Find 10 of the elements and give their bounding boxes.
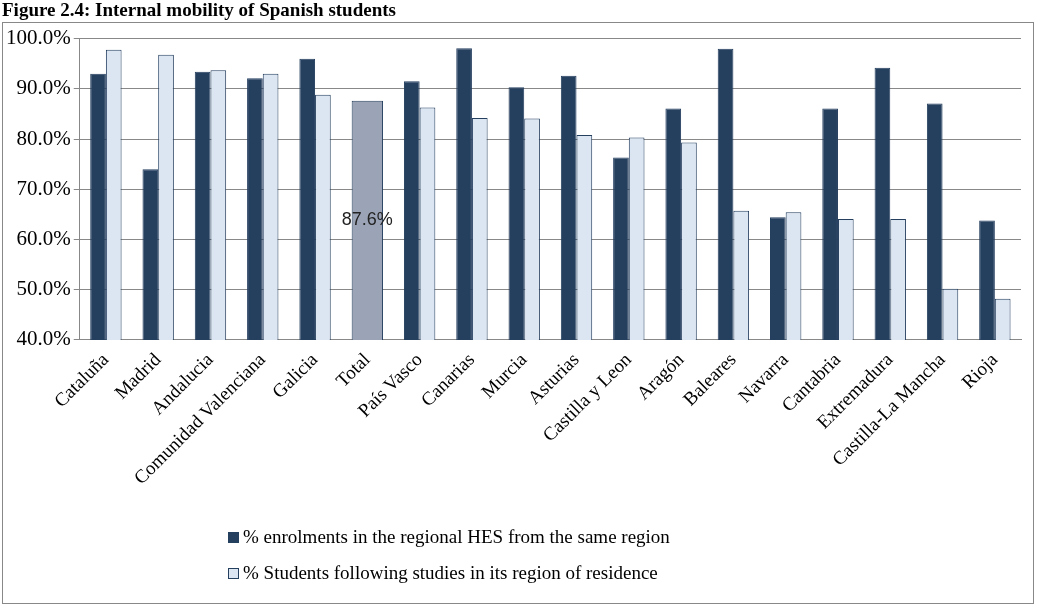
y-tick-label: 100.0% [5, 25, 71, 50]
y-tick-label: 60.0% [16, 225, 71, 250]
y-tick-label: 80.0% [16, 125, 71, 150]
y-tick-label: 70.0% [16, 175, 71, 200]
chart-title: Figure 2.4: Internal mobility of Spanish students [1, 0, 397, 22]
legend-label: % Students following studies in its region of residence [243, 562, 658, 584]
y-tick-label: 50.0% [16, 276, 71, 301]
y-tick-label: 40.0% [16, 326, 71, 351]
y-tick-label: 90.0% [16, 75, 71, 100]
legend-label: % enrolments in the regional HES from the same region [243, 526, 670, 548]
